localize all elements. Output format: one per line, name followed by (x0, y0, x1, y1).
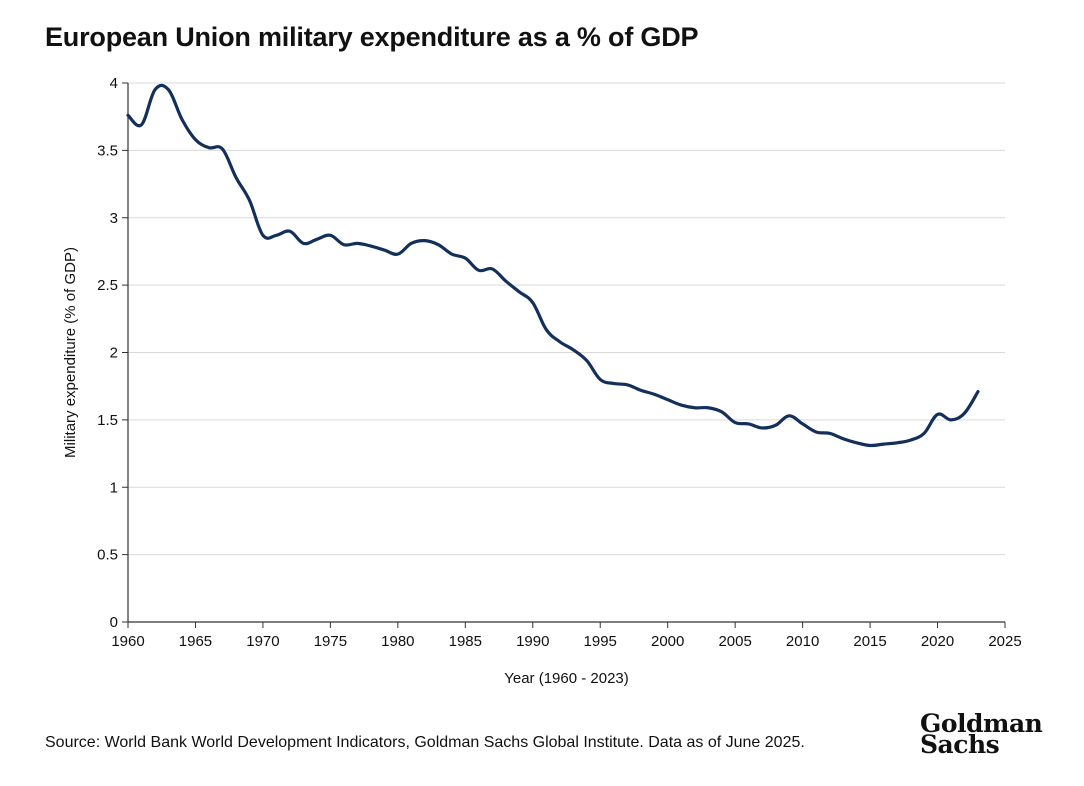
x-tick-label: 2005 (718, 633, 751, 650)
line-chart: 00.511.522.533.54 1960 1965 1970 1975 1980 19… (62, 75, 1022, 687)
goldman-sachs-logo: Goldman Sachs (920, 709, 1043, 759)
x-tick-label: 1975 (314, 633, 347, 650)
series-line (126, 83, 980, 448)
x-tick-label: 1970 (246, 633, 279, 650)
logo-line-1: Goldman (920, 709, 1043, 738)
y-tick-label: 2.5 (97, 277, 118, 294)
x-tick-label: 1985 (449, 633, 482, 650)
series-group (126, 83, 980, 448)
x-tick-label: 1990 (516, 633, 549, 650)
y-tick-label: 1.5 (97, 412, 118, 429)
y-tick-label: 4 (110, 75, 118, 92)
x-tick-label: 2020 (921, 633, 954, 650)
source-note: Source: World Bank World Development Ind… (45, 734, 805, 751)
x-tick-label: 1995 (584, 633, 617, 650)
y-tick-label: 3.5 (97, 142, 118, 159)
x-tick-label: 2010 (786, 633, 819, 650)
y-tick-label: 0.5 (97, 547, 118, 564)
y-tick-label: 3 (110, 210, 118, 227)
y-tick-label: 2 (110, 345, 118, 362)
grid-lines (128, 82, 1005, 556)
x-tick-label: 1960 (111, 633, 144, 650)
x-tick-label: 2000 (651, 633, 684, 650)
chart-title: European Union military expenditure as a… (45, 22, 699, 52)
x-tick-label: 1980 (381, 633, 414, 650)
y-tick-labels: 0 0.5 1 1.5 2 2.5 3 3.5 4 (97, 75, 128, 631)
x-tick-label: 2015 (853, 633, 886, 650)
x-axis-label: Year (1960 - 2023) (504, 670, 629, 687)
x-tick-labels: 1960 1965 1970 1975 1980 1985 1990 1995 2000 2005… (111, 622, 1022, 650)
x-tick-label: 2025 (988, 633, 1021, 650)
y-tick-label: 1 (110, 479, 118, 496)
y-tick-label: 0 (110, 614, 118, 631)
logo-line-2: Sachs (920, 730, 1000, 759)
y-axis-label: Military expenditure (% of GDP) (62, 247, 79, 458)
x-tick-label: 1965 (179, 633, 212, 650)
